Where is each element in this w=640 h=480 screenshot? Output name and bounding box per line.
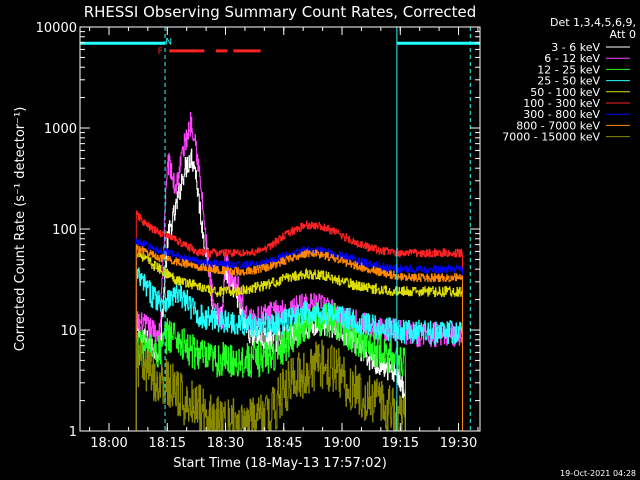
legend-label: 50 - 100 keV	[530, 86, 600, 99]
legend-item: 25 - 50 keV	[537, 75, 630, 88]
legend-label: 100 - 300 keV	[523, 97, 600, 110]
series-layer	[135, 111, 463, 432]
series-7	[135, 238, 463, 431]
series-line	[135, 267, 463, 431]
series-8	[135, 244, 463, 431]
legend-label: 800 - 7000 keV	[516, 119, 600, 132]
legend-label: 3 - 6 keV	[551, 41, 600, 54]
legend-label: 300 - 800 keV	[523, 108, 600, 121]
chart-title: RHESSI Observing Summary Count Rates, Co…	[84, 3, 477, 21]
legend-header: Att 0	[610, 28, 636, 41]
legend-item: 7000 - 15000 keV	[502, 131, 630, 144]
x-tick-label: 19:30	[440, 436, 477, 451]
legend-item: 100 - 300 keV	[523, 97, 630, 110]
legend-header: Det 1,3,4,5,6,9,	[550, 16, 636, 29]
y-tick-label: 1000	[44, 122, 77, 137]
series-6	[135, 210, 463, 431]
x-tick-label: 18:00	[90, 436, 127, 451]
x-tick-label: 19:15	[382, 436, 419, 451]
legend-item: 6 - 12 keV	[544, 52, 630, 65]
legend-item: 800 - 7000 keV	[516, 119, 630, 132]
y-tick-label: 10000	[36, 21, 77, 36]
legend-label: 25 - 50 keV	[537, 75, 600, 88]
series-4	[135, 267, 463, 431]
y-tick-label: 10	[60, 324, 77, 339]
annotation-marker: N	[165, 37, 172, 47]
y-tick-label: 100	[52, 223, 77, 238]
footer-timestamp: 19-Oct-2021 04:28	[560, 469, 636, 478]
legend-label: 6 - 12 keV	[544, 52, 600, 65]
series-5	[135, 248, 463, 431]
x-tick-label: 18:45	[265, 436, 302, 451]
y-axis: 1 10 100 1000 10000	[36, 21, 480, 440]
x-axis-label: Start Time (18-May-13 17:57:02)	[173, 456, 387, 471]
y-axis-label: Corrected Count Rate (s⁻¹ detector⁻¹)	[13, 107, 28, 352]
series-line	[135, 244, 463, 431]
x-tick-label: 18:15	[149, 436, 186, 451]
x-tick-label: 19:00	[323, 436, 360, 451]
legend-item: 50 - 100 keV	[530, 86, 630, 99]
series-line	[135, 210, 463, 431]
series-3	[135, 302, 406, 431]
x-axis: 18:00 18:15 18:30 18:45 19:00 19:15 19:30	[89, 27, 479, 451]
legend-label: 12 - 25 keV	[537, 63, 600, 76]
series-line	[135, 238, 463, 431]
series-9	[135, 338, 406, 432]
y-tick-label: 1	[69, 425, 77, 440]
x-tick-label: 18:30	[207, 436, 244, 451]
series-line	[135, 248, 463, 431]
legend-item: 12 - 25 keV	[537, 63, 630, 76]
legend-item: 300 - 800 keV	[523, 108, 630, 121]
legend-item: 3 - 6 keV	[551, 41, 630, 54]
annotation-marker: F	[158, 47, 163, 57]
legend-label: 7000 - 15000 keV	[502, 131, 600, 144]
series-line	[135, 302, 406, 431]
series-line	[135, 338, 406, 432]
